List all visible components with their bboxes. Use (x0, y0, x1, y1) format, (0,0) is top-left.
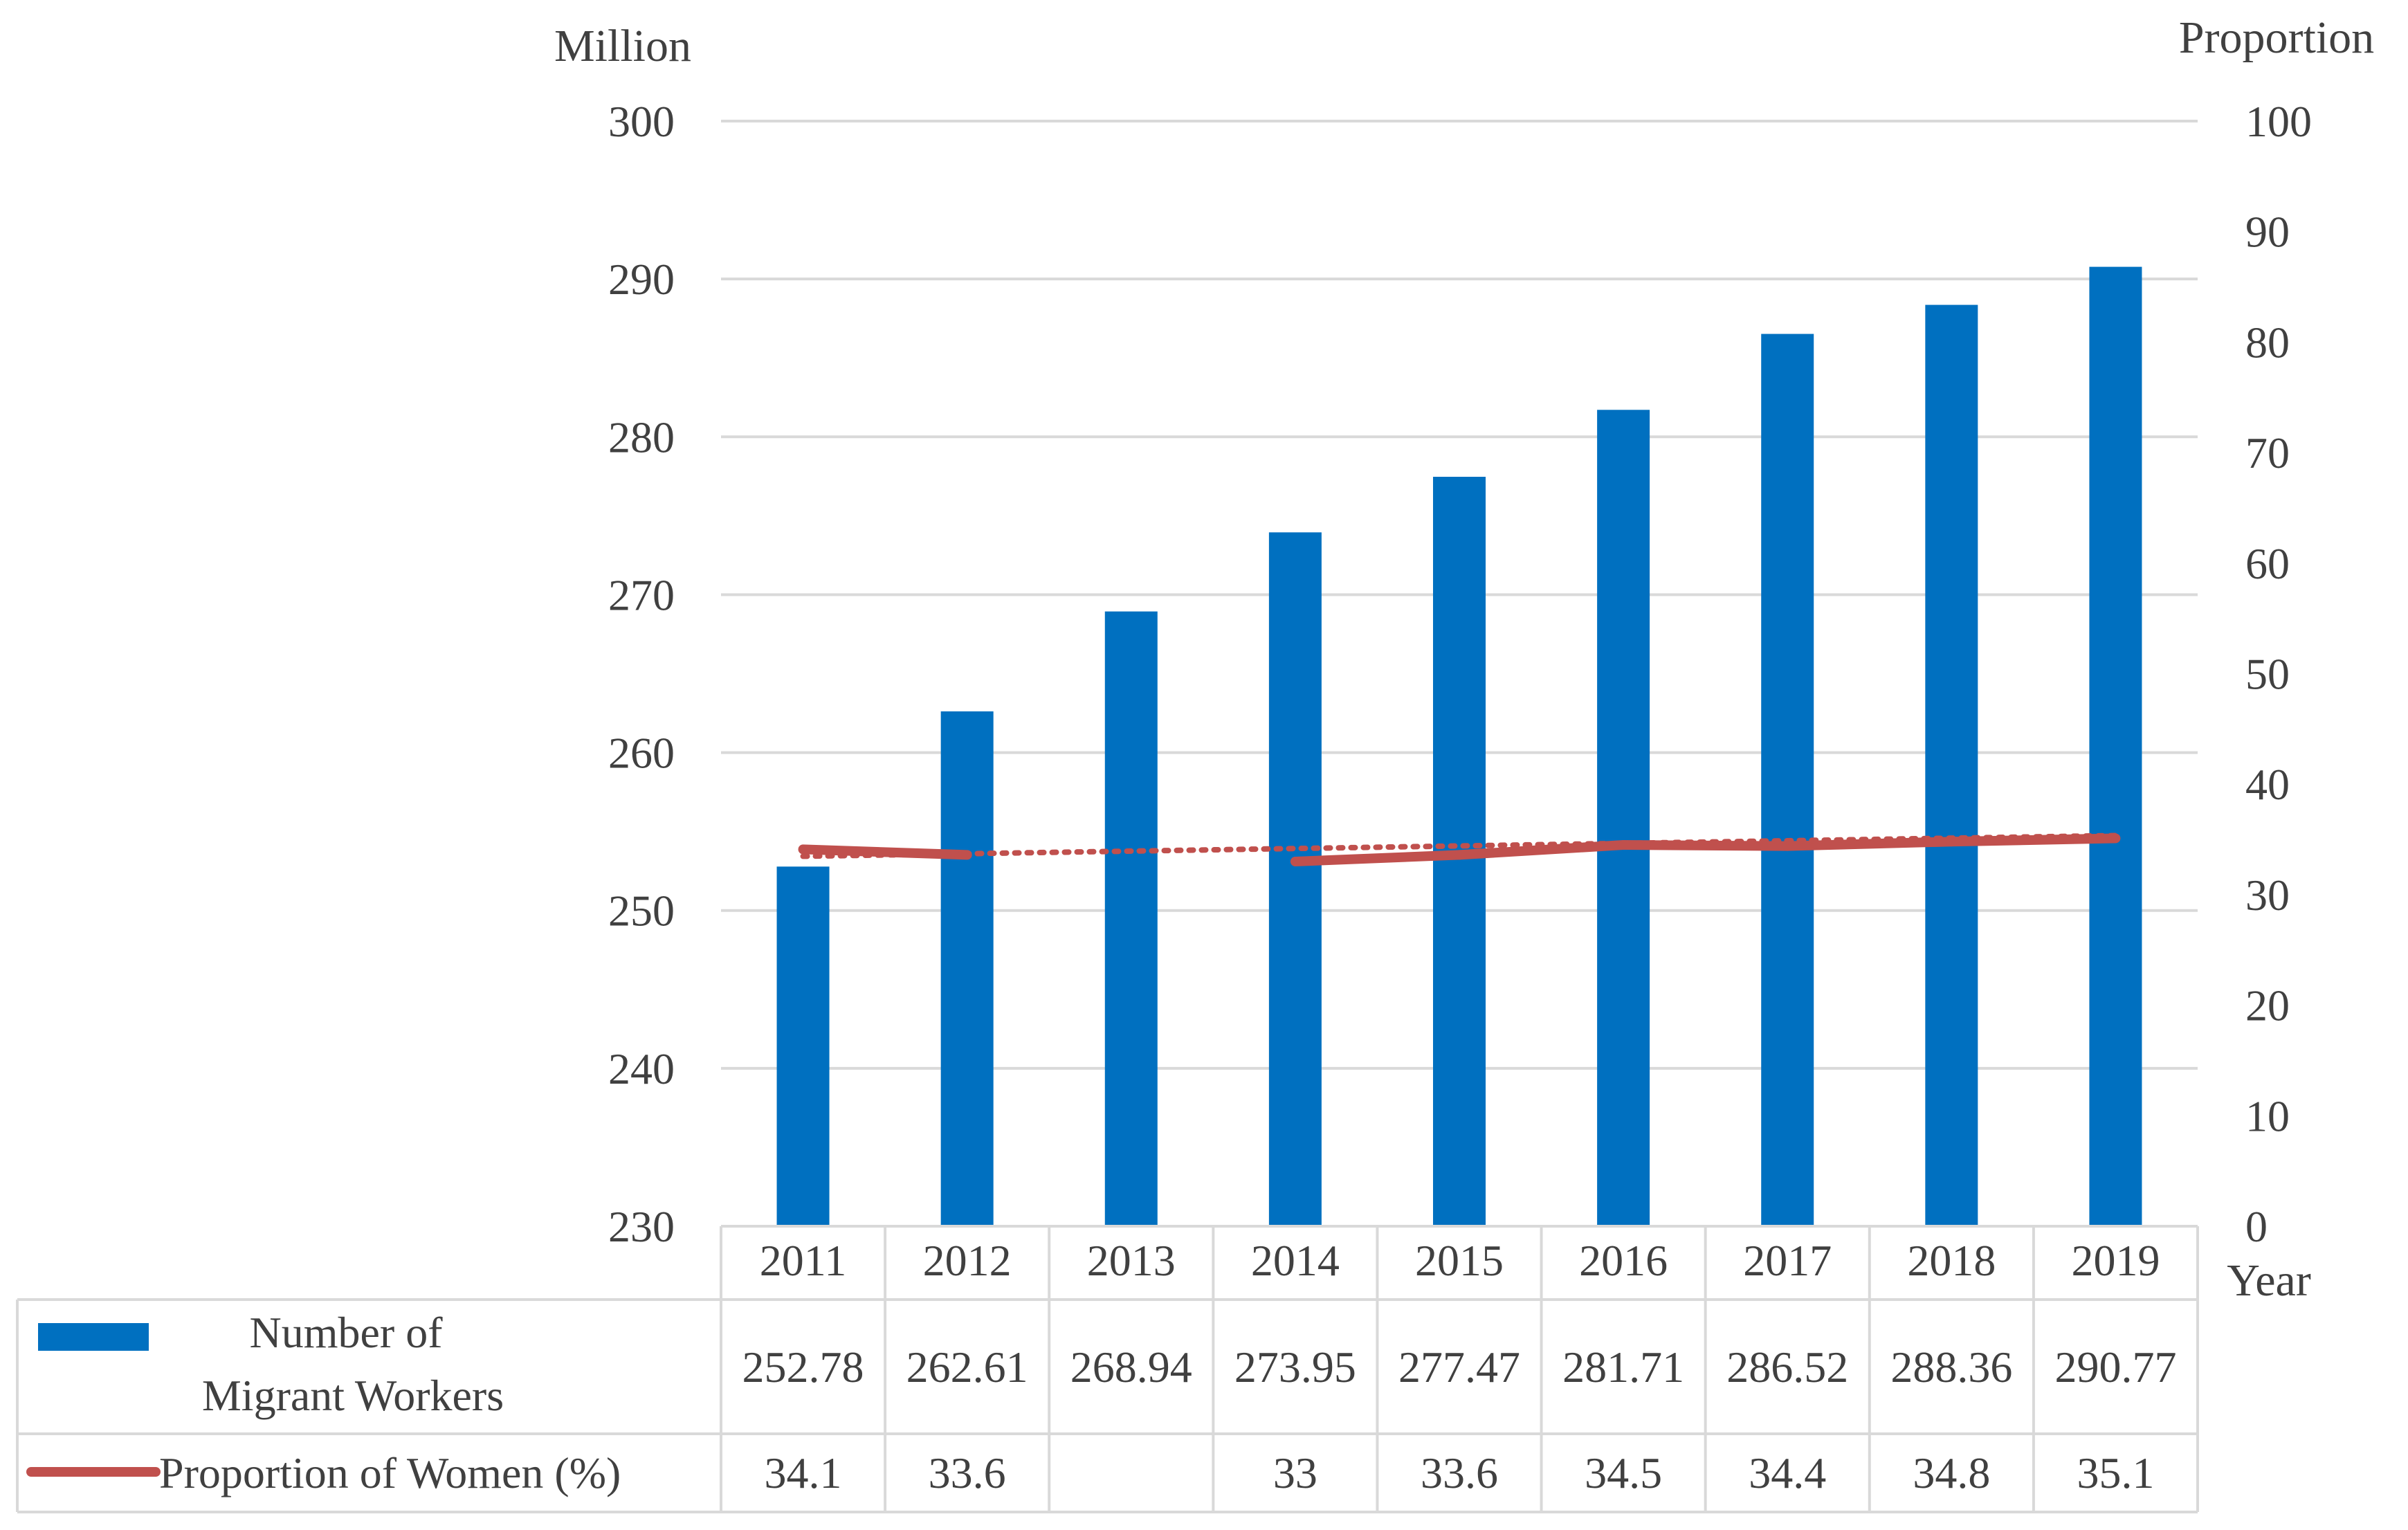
right-tick-label: 50 (2245, 650, 2290, 699)
right-tick-label: 30 (2245, 871, 2290, 920)
x-tick-label: 2011 (760, 1236, 847, 1285)
line-segment (1946, 833, 2121, 847)
bar-data-label: 268.94 (1070, 1342, 1192, 1392)
left-tick-label: 290 (608, 255, 675, 304)
left-tick-label: 300 (608, 97, 675, 146)
left-tick-label: 240 (608, 1044, 675, 1093)
line-data-label: 34.4 (1749, 1448, 1826, 1497)
line-segment (1782, 837, 1957, 851)
bar (1104, 611, 1158, 1226)
data-table: 2011 2012 2013 2014 2015 2016 2017 2018 2019 252.… (16, 1225, 2199, 1513)
x-tick-label: 2013 (1087, 1236, 1176, 1285)
left-axis-unit-label: Million (554, 21, 691, 71)
left-tick-label: 230 (608, 1202, 675, 1251)
right-tick-label: 60 (2245, 539, 2290, 588)
line-data-label: 35.1 (2077, 1448, 2154, 1497)
line-data-label: 34.5 (1585, 1448, 1662, 1497)
bar-data-label: 288.36 (1890, 1342, 2012, 1392)
line-segment (1454, 840, 1629, 860)
right-tick-label: 100 (2245, 97, 2312, 146)
line-data-label: 34.8 (1913, 1448, 1990, 1497)
bar-data-label: 281.71 (1562, 1342, 1684, 1392)
line-segment (1290, 850, 1464, 866)
right-tick-label: 0 (2245, 1202, 2268, 1251)
bar-data-label: 277.47 (1398, 1342, 1520, 1392)
right-axis-unit-label: Proportion (2179, 12, 2374, 63)
bar-data-label: 252.78 (742, 1342, 864, 1392)
x-tick-label: 2018 (1907, 1236, 1996, 1285)
bar (940, 711, 994, 1226)
right-tick-label: 40 (2245, 760, 2290, 809)
trend-lines (798, 832, 2121, 866)
x-tick-label: 2016 (1579, 1236, 1668, 1285)
right-tick-label: 80 (2245, 318, 2290, 367)
bar (1925, 304, 1978, 1226)
bar (2089, 266, 2142, 1226)
bar (1761, 334, 1814, 1226)
legend-label-bars-line1: Number of (249, 1308, 443, 1357)
x-tick-label: 2019 (2071, 1236, 2160, 1285)
line-data-label: 33.6 (929, 1448, 1006, 1497)
legend-label-bars-line2: Migrant Workers (202, 1371, 504, 1420)
legend-label-line: Proportion of Women (%) (159, 1448, 621, 1497)
bar-data-label: 273.95 (1234, 1342, 1356, 1392)
bar (776, 866, 830, 1226)
bar-data-label: 286.52 (1726, 1342, 1848, 1392)
left-tick-label: 260 (608, 729, 675, 778)
bar (1597, 410, 1650, 1226)
bar (1268, 532, 1322, 1226)
axes: Million Proportion Year 230 240 250 260 270 2… (554, 12, 2374, 1306)
line-data-label: 33 (1273, 1448, 1317, 1497)
x-axis-label: Year (2227, 1255, 2311, 1306)
legend-swatch-bars (38, 1323, 149, 1351)
bar-data-label: 262.61 (906, 1342, 1028, 1392)
right-tick-label: 90 (2245, 208, 2290, 257)
x-tick-label: 2015 (1415, 1236, 1504, 1285)
line-segment (1618, 840, 1793, 851)
x-tick-label: 2017 (1743, 1236, 1832, 1285)
right-tick-label: 70 (2245, 428, 2290, 477)
x-tick-label: 2014 (1251, 1236, 1340, 1285)
bar-data-label: 290.77 (2054, 1342, 2176, 1392)
left-tick-label: 280 (608, 412, 675, 462)
left-tick-label: 270 (608, 570, 675, 619)
left-tick-label: 250 (608, 886, 675, 936)
bars (776, 266, 2142, 1226)
right-tick-label: 20 (2245, 981, 2290, 1030)
trend-line-dotted (800, 832, 2119, 859)
line-data-label: 34.1 (765, 1448, 842, 1497)
line-data-label: 33.6 (1421, 1448, 1498, 1497)
right-tick-label: 10 (2245, 1091, 2290, 1140)
x-tick-label: 2012 (923, 1236, 1012, 1285)
